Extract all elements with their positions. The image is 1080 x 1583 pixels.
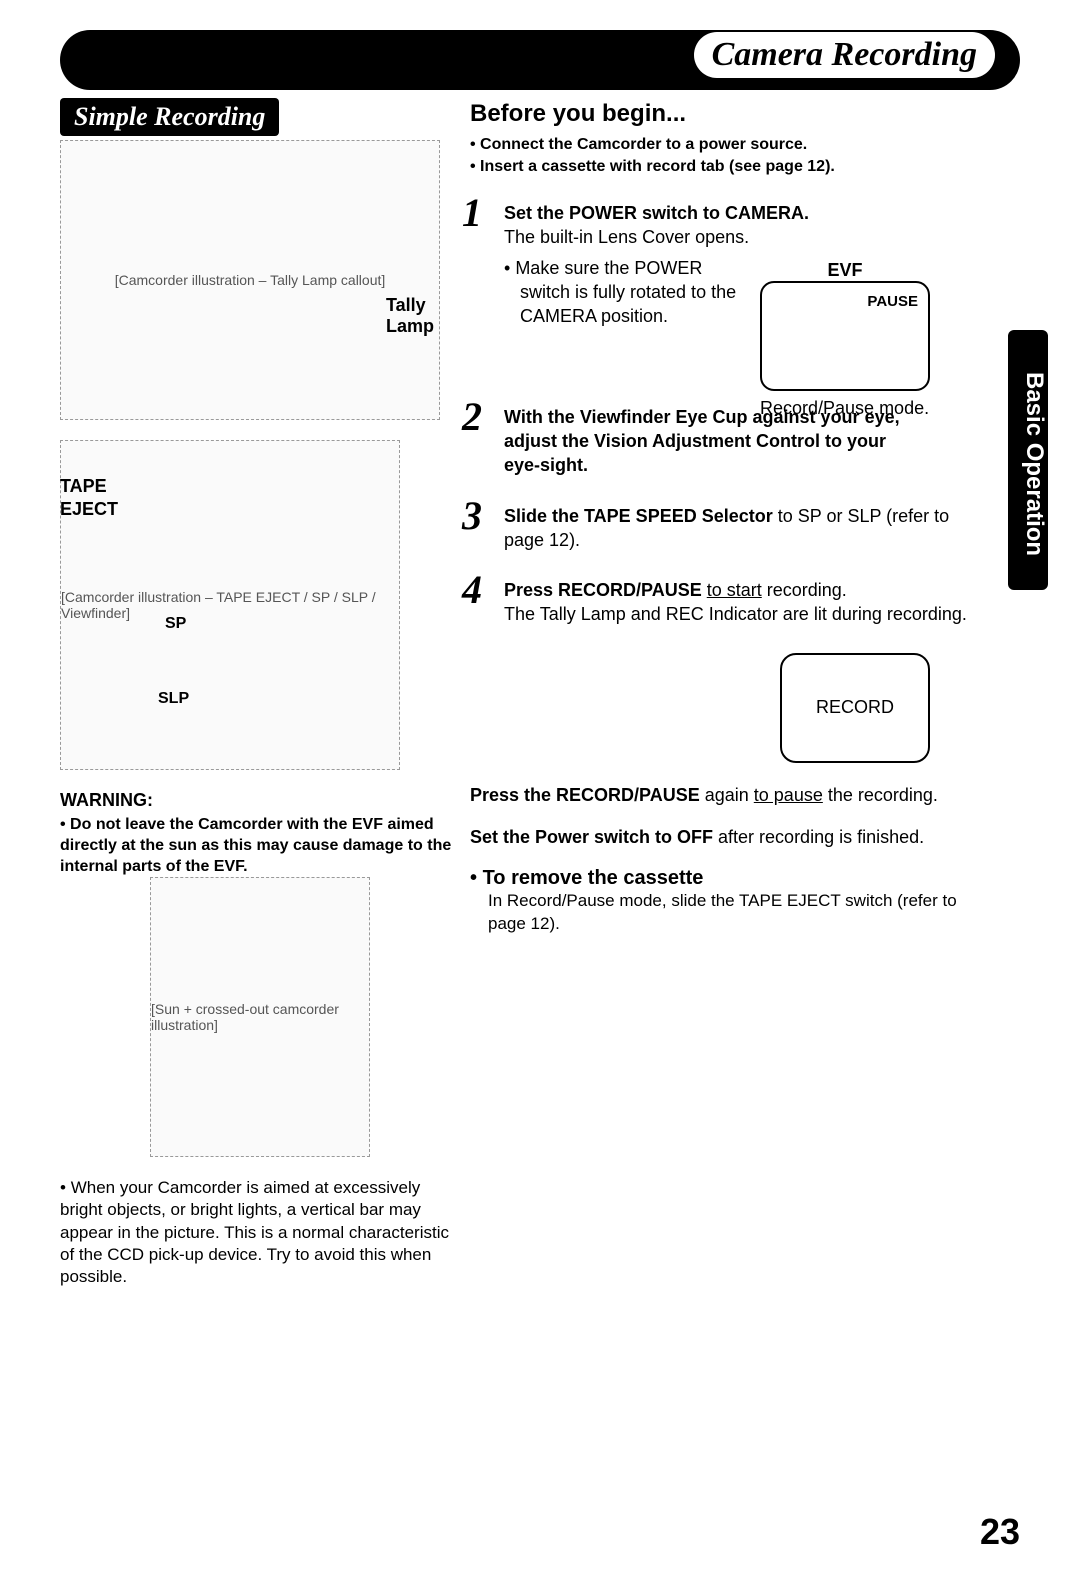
illustration-1: [Camcorder illustration – Tally Lamp cal…	[60, 140, 440, 420]
step-4-underline: to start	[707, 580, 762, 600]
step-3: 3 Slide the TAPE SPEED Selector to SP or…	[470, 504, 980, 553]
section-label: Simple Recording	[60, 98, 279, 136]
before-item: Connect the Camcorder to a power source.	[470, 134, 980, 156]
left-column: [Camcorder illustration – Tally Lamp cal…	[60, 140, 460, 1288]
step-3-bold: Slide the TAPE SPEED Selector	[504, 506, 773, 526]
before-heading: Before you begin...	[470, 100, 980, 128]
tally-lamp-label: Tally Lamp	[386, 295, 460, 337]
warning-block: WARNING: • Do not leave the Camcorder wi…	[60, 790, 460, 877]
step-4: 4 Press RECORD/PAUSE to start recording.…	[470, 578, 980, 627]
right-column: Before you begin... Connect the Camcorde…	[470, 100, 980, 936]
page-title-bar: Camera Recording	[60, 30, 1020, 90]
page-number: 23	[980, 1511, 1020, 1553]
illustration-3: [Sun + crossed-out camcorder illustratio…	[150, 877, 370, 1157]
step-4-bold: Press RECORD/PAUSE	[504, 580, 707, 600]
record-frame: RECORD	[780, 653, 930, 763]
step-number: 2	[462, 393, 482, 440]
step-2-bold: With the Viewfinder Eye Cup against your…	[504, 407, 900, 476]
step-number: 4	[462, 566, 482, 613]
step-4-rest: recording.	[762, 580, 847, 600]
step-1-bullet: Make sure the POWER switch is fully rota…	[520, 256, 740, 329]
side-tab: Basic Operation	[1008, 330, 1048, 590]
record-label: RECORD	[816, 697, 894, 718]
evf-label: EVF	[760, 260, 930, 281]
evf-frame: PAUSE	[760, 281, 930, 391]
slp-label: SLP	[158, 690, 189, 708]
post-para-1: Press the RECORD/PAUSE again to pause th…	[470, 783, 980, 807]
sp-label: SP	[165, 615, 186, 633]
cassette-text: In Record/Pause mode, slide the TAPE EJE…	[488, 890, 980, 936]
before-item: Insert a cassette with record tab (see p…	[470, 156, 980, 178]
tape-eject-label: TAPE EJECT	[60, 475, 118, 522]
evf-box: EVF PAUSE Record/Pause mode.	[760, 260, 930, 420]
step-2: 2 With the Viewfinder Eye Cup against yo…	[470, 405, 980, 478]
page-title: Camera Recording	[694, 32, 995, 78]
post-para-2: Set the Power switch to OFF after record…	[470, 825, 980, 849]
evf-pause: PAUSE	[867, 293, 918, 310]
cassette-heading: To remove the cassette	[470, 867, 980, 890]
step-number: 1	[462, 189, 482, 236]
bright-note: • When your Camcorder is aimed at excess…	[60, 1177, 460, 1287]
step-number: 3	[462, 492, 482, 539]
warning-title: WARNING:	[60, 790, 460, 811]
step-1-bold: Set the POWER switch to CAMERA.	[504, 203, 809, 223]
warning-text: • Do not leave the Camcorder with the EV…	[60, 815, 460, 877]
step-4-text2: The Tally Lamp and REC Indicator are lit…	[504, 604, 967, 624]
before-list: Connect the Camcorder to a power source.…	[470, 134, 980, 177]
step-1-text: The built-in Lens Cover opens.	[504, 227, 749, 247]
